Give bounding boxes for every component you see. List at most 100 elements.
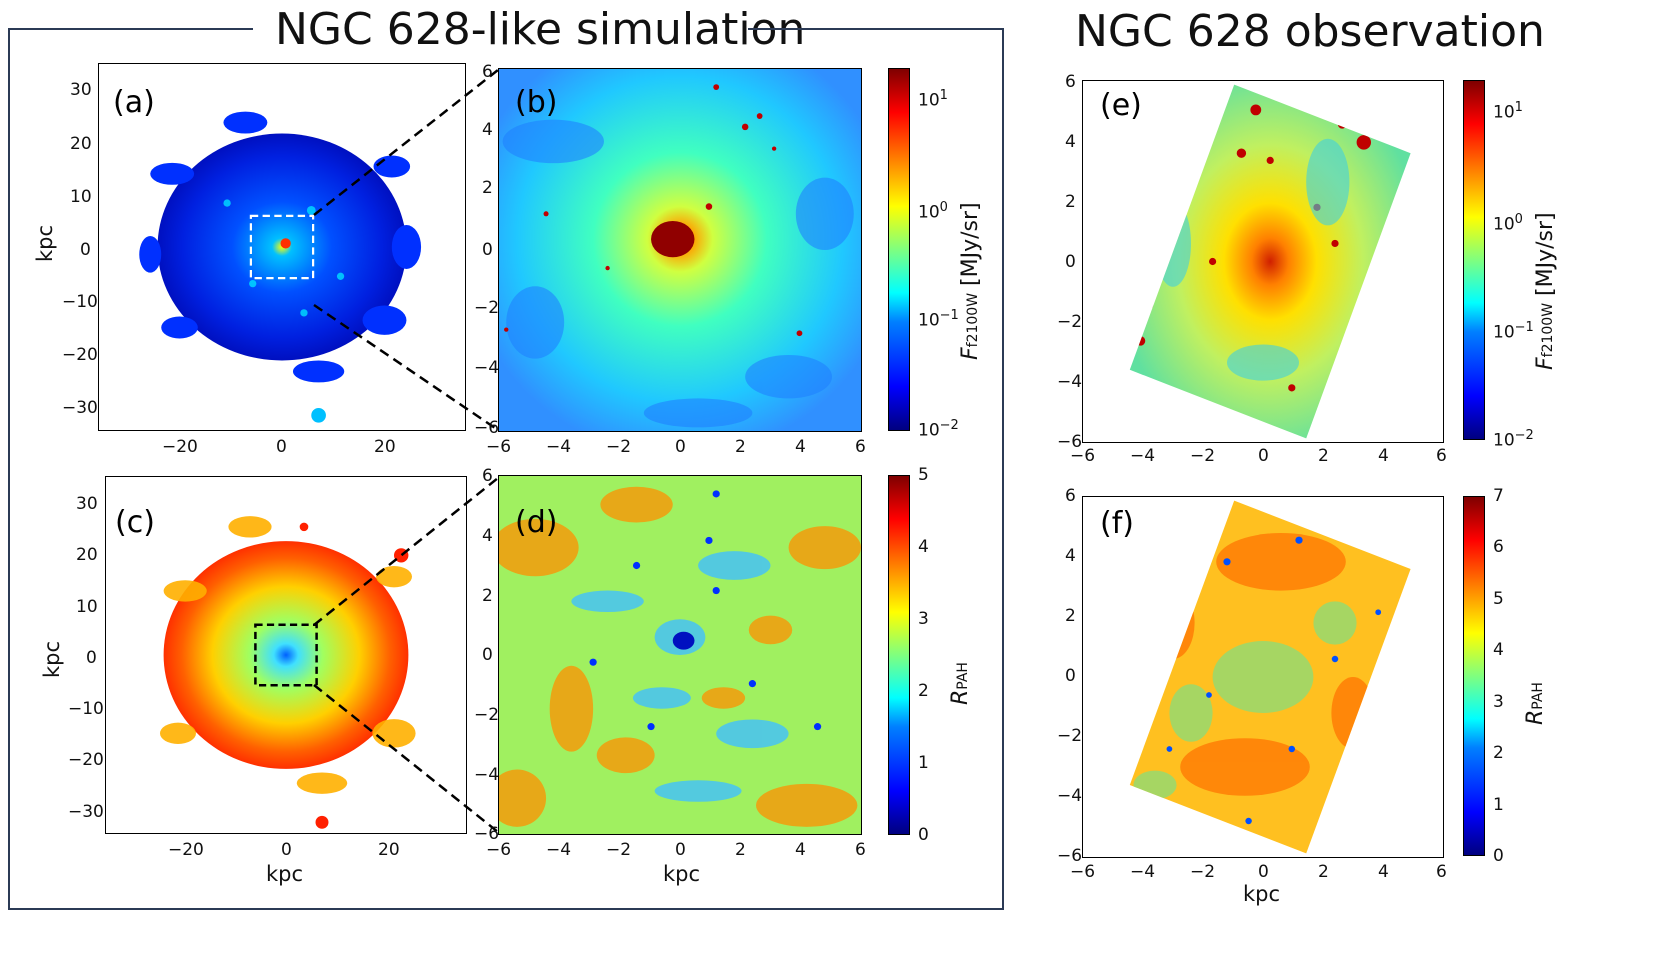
panel-f-ytick: 4: [1065, 546, 1076, 566]
flux-colorbar-obs: [1463, 80, 1485, 440]
panel-f-ytick: −4: [1057, 786, 1083, 806]
panel-d-xtick: −6: [486, 840, 512, 860]
panel-a-xtick: 20: [374, 437, 396, 457]
panel-e-xtick: 0: [1258, 446, 1269, 466]
panel-e-obs-flux: [1082, 80, 1444, 443]
panel-f-xtick: −6: [1070, 862, 1096, 882]
panel-b-flux-zoom: [498, 68, 862, 432]
panel-f-ytick: 0: [1065, 666, 1076, 686]
panel-e-xtick: 6: [1436, 446, 1447, 466]
flux-tick-obs-1: 101: [1493, 100, 1523, 123]
rpah-colorbar-sim: [888, 475, 910, 835]
panel-e-ytick: 4: [1065, 132, 1076, 152]
panel-e-ytick: −2: [1057, 312, 1083, 332]
rpah-tick-obs: 2: [1493, 743, 1504, 763]
panel-e-xtick: −6: [1070, 446, 1096, 466]
panel-c-ytick: 0: [86, 648, 97, 668]
panel-d-xlabel: kpc: [663, 862, 701, 886]
rpah-tick-obs: 5: [1493, 589, 1504, 609]
panel-f-xtick: 0: [1258, 862, 1269, 882]
zoom-connector-bottom: [313, 477, 499, 833]
panel-a-ytick: 10: [70, 187, 92, 207]
panel-d-xtick: −4: [546, 840, 572, 860]
panel-d-ytick: −6: [474, 824, 500, 844]
flux-tick-sim-0: 100: [918, 200, 948, 223]
flux-colorbar-sim: [888, 68, 910, 431]
panel-c-rpah-map: [105, 476, 467, 834]
panel-c-ylabel: kpc: [40, 640, 64, 678]
panel-d-ytick: −2: [474, 705, 500, 725]
panel-b-xtick: 4: [795, 437, 806, 457]
panel-a-label: (a): [113, 85, 155, 120]
panel-b-xtick: −2: [606, 437, 632, 457]
panel-c-xtick: 0: [281, 840, 292, 860]
panel-d-label: (d): [515, 505, 558, 540]
panel-e-ytick: 0: [1065, 252, 1076, 272]
panel-f-xtick: −2: [1190, 862, 1216, 882]
flux-tick-sim-m2: 10−2: [918, 418, 959, 441]
panel-f-xtick: 2: [1318, 862, 1329, 882]
flux-colorbar-label-obs: Ff2100W [MJy/sr]: [1533, 212, 1558, 370]
panel-b-ytick: −2: [474, 298, 500, 318]
panel-e-ytick: −6: [1057, 432, 1083, 452]
panel-d-rpah-zoom: [498, 475, 862, 835]
panel-f-xlabel: kpc: [1243, 882, 1281, 906]
frame-top-right: [748, 28, 1002, 30]
panel-a-xtick: −20: [162, 437, 198, 457]
panel-e-xtick: −4: [1130, 446, 1156, 466]
rpah-tick-sim: 1: [918, 753, 929, 773]
panel-b-ytick: 2: [482, 178, 493, 198]
panel-c-ytick: 10: [76, 597, 98, 617]
panel-e-xtick: 4: [1378, 446, 1389, 466]
rpah-tick-obs: 7: [1493, 486, 1504, 506]
panel-f-ytick: −6: [1057, 846, 1083, 866]
panel-b-xtick: −6: [486, 437, 512, 457]
panel-c-xtick: −20: [168, 840, 204, 860]
panel-d-xtick: 6: [855, 840, 866, 860]
panel-b-ytick: 0: [482, 240, 493, 260]
panel-f-label: (f): [1100, 506, 1134, 541]
rpah-colorbar-label-sim: RPAH: [948, 662, 973, 705]
rpah-tick-sim: 2: [918, 681, 929, 701]
panel-c-label: (c): [115, 505, 155, 540]
panel-c-ytick: −30: [68, 802, 104, 822]
panel-d-xtick: −2: [606, 840, 632, 860]
panel-f-ytick: 2: [1065, 606, 1076, 626]
flux-tick-sim-m1: 10−1: [918, 308, 959, 331]
rpah-tick-obs: 3: [1493, 692, 1504, 712]
panel-b-label: (b): [515, 85, 558, 120]
panel-a-ytick: −20: [62, 345, 98, 365]
panel-a-ytick: 20: [70, 134, 92, 154]
panel-a-ytick: −30: [62, 398, 98, 418]
panel-b-ytick: 6: [482, 62, 493, 82]
frame-top-left: [8, 28, 253, 30]
flux-tick-sim-1: 101: [918, 88, 948, 111]
panel-c-xtick: 20: [378, 840, 400, 860]
panel-c-ytick: 30: [76, 494, 98, 514]
panel-a-xtick: 0: [276, 437, 287, 457]
rpah-tick-sim: 5: [918, 465, 929, 485]
panel-d-ytick: 4: [482, 526, 493, 546]
panel-e-ytick: 6: [1065, 72, 1076, 92]
panel-f-xtick: −4: [1130, 862, 1156, 882]
zoom-connector-top: [313, 69, 499, 432]
panel-d-ytick: −4: [474, 765, 500, 785]
flux-colorbar-label-sim: Ff2100W [MJy/sr]: [958, 202, 983, 360]
panel-c-xlabel: kpc: [266, 862, 304, 886]
panel-f-xtick: 6: [1436, 862, 1447, 882]
panel-a-ylabel: kpc: [33, 224, 57, 262]
rpah-tick-obs: 4: [1493, 640, 1504, 660]
panel-a-ytick: 0: [80, 240, 91, 260]
panel-d-ytick: 2: [482, 586, 493, 606]
panel-c-ytick: 20: [76, 545, 98, 565]
panel-d-xtick: 4: [795, 840, 806, 860]
rpah-tick-obs: 0: [1493, 846, 1504, 866]
panel-b-xtick: 0: [675, 437, 686, 457]
rpah-tick-sim: 4: [918, 537, 929, 557]
rpah-tick-obs: 6: [1493, 537, 1504, 557]
rpah-tick-sim: 0: [918, 825, 929, 845]
panel-b-xtick: 6: [855, 437, 866, 457]
panel-b-ytick: −6: [474, 418, 500, 438]
observation-title: NGC 628 observation: [1075, 6, 1545, 57]
panel-c-ytick: −20: [68, 750, 104, 770]
